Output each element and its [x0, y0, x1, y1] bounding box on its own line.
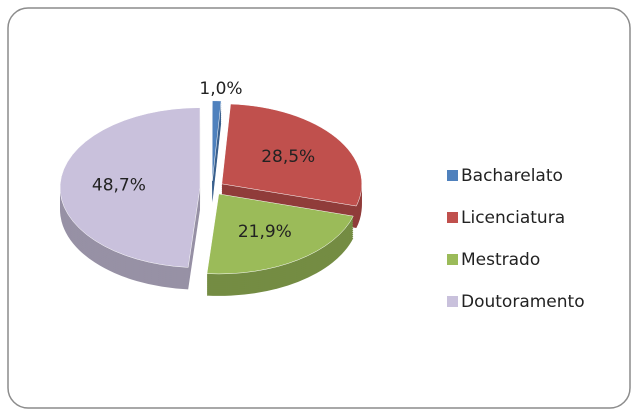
legend-swatch	[447, 212, 458, 223]
data-label: 21,9%	[238, 222, 292, 242]
legend-label: Mestrado	[461, 250, 540, 270]
slice	[221, 103, 363, 207]
legend-label: Bacharelato	[461, 166, 563, 186]
data-label: 28,5%	[261, 147, 315, 167]
legend-label: Doutoramento	[461, 292, 585, 312]
slice	[212, 100, 222, 181]
legend-label: Licenciatura	[461, 208, 565, 228]
slice	[59, 107, 201, 268]
data-label: 48,7%	[92, 176, 146, 196]
legend-swatch	[447, 254, 458, 265]
data-label: 1,0%	[199, 79, 242, 99]
slice	[206, 193, 354, 275]
legend-swatch	[447, 296, 458, 307]
legend-swatch	[447, 170, 458, 181]
